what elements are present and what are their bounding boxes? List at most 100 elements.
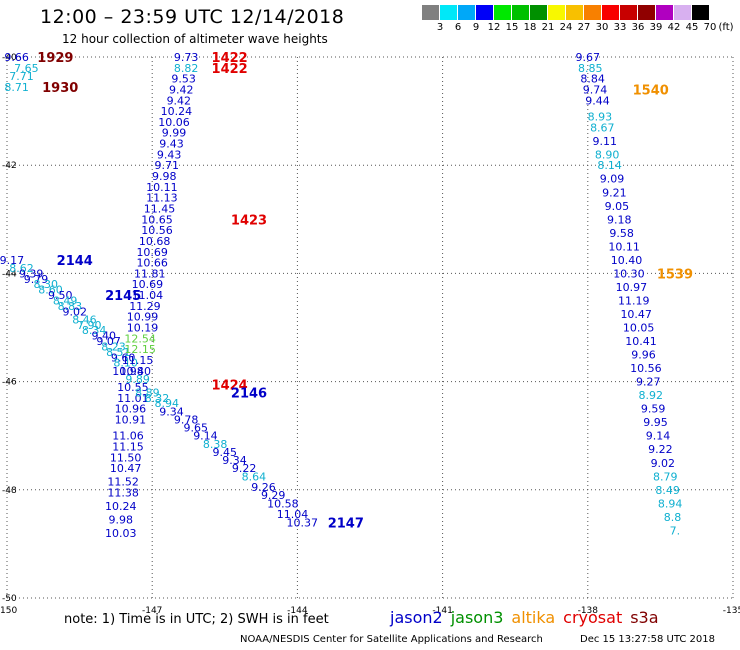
legend-label: 33 — [613, 22, 627, 33]
lat-tick-label: -48 — [2, 486, 17, 496]
satellite-altika: altika — [511, 608, 556, 627]
wave-height-value: 8.49 — [655, 484, 680, 497]
wave-height-value: 10.05 — [623, 322, 655, 335]
wave-height-value: 10.91 — [115, 413, 147, 426]
time-label: 2146 — [231, 386, 267, 401]
wave-height-value: 9.98 — [108, 514, 133, 527]
wave-height-value: 10.30 — [613, 267, 645, 280]
legend-swatch — [458, 5, 475, 20]
wave-height-value: 10.56 — [141, 224, 173, 237]
wave-height-value: 9.79 — [24, 273, 49, 286]
lat-tick-label: -46 — [2, 378, 17, 388]
wave-height-value: 8.32 — [145, 392, 170, 405]
legend-swatch — [692, 5, 709, 20]
wave-height-value: 11.29 — [129, 300, 161, 313]
lon-tick-label: -138 — [578, 606, 599, 616]
wave-height-value: 10.11 — [146, 181, 178, 194]
wave-height-value: 8.94 — [658, 497, 683, 510]
wave-height-value: 9.96 — [631, 349, 656, 362]
wave-height-value: 8.14 — [597, 159, 622, 172]
wave-height-value: 12.54 — [124, 332, 156, 345]
wave-height-value: 9.34 — [159, 405, 184, 418]
satellite-jason3: jason3 — [450, 608, 504, 627]
legend-label: 18 — [523, 22, 537, 33]
page-title: 12:00 – 23:59 UTC 12/14/2018 — [40, 6, 345, 28]
legend-label: 30 — [595, 22, 609, 33]
wave-height-value: 8.90 — [595, 148, 620, 161]
wave-height-value: 9.05 — [605, 200, 630, 213]
satellite-key: jason2 jason3 altika cryosat s3a — [390, 608, 667, 627]
lon-tick-label: -135 — [723, 606, 740, 616]
wave-height-value: 11.38 — [107, 487, 139, 500]
wave-height-value: 12.15 — [124, 343, 156, 356]
units-note: note: 1) Time is in UTC; 2) SWH is in fe… — [64, 612, 329, 627]
wave-height-value: 9.14 — [646, 430, 671, 443]
wave-height-value: 9.21 — [602, 186, 627, 199]
wave-height-value: 7. — [670, 524, 681, 537]
time-label: 1930 — [42, 81, 78, 96]
wave-height-value: 9.98 — [152, 170, 177, 183]
wave-height-value: 10.58 — [267, 497, 299, 510]
wave-height-value: 10.40 — [611, 254, 643, 267]
legend-label: 45 — [685, 22, 699, 33]
wave-height-value: 9.34 — [222, 454, 247, 467]
wave-height-value: 11.52 — [107, 476, 139, 489]
wave-height-value: 8.92 — [638, 389, 663, 402]
legend-swatch — [584, 5, 601, 20]
right-track: 9.678.858.849.749.44 8.938.679.118.908.14… — [576, 51, 683, 537]
wave-height-value: 9.89 — [125, 373, 150, 386]
wave-height-value: 7.90 — [77, 319, 102, 332]
wave-height-value: 8.34 — [82, 324, 107, 337]
wave-height-value: 9.74 — [583, 83, 608, 96]
wave-height-value: 9.60 — [111, 351, 136, 364]
wave-height-value: 8.38 — [203, 438, 228, 451]
legend-label: 27 — [577, 22, 591, 33]
wave-height-value: 10.55 — [117, 381, 149, 394]
wave-height-value: 9.07 — [96, 335, 121, 348]
wave-height-value: 10.99 — [127, 311, 159, 324]
wave-height-value: 10.69 — [132, 278, 164, 291]
wave-height-value: 8.93 — [588, 111, 613, 124]
legend-swatch — [512, 5, 529, 20]
wave-height-value: 11.50 — [110, 451, 142, 464]
wave-height-value: 8.82 — [174, 62, 199, 75]
legend-label: 36 — [631, 22, 645, 33]
wave-height-value: 10.03 — [105, 527, 137, 540]
wave-height-value: 9.95 — [643, 416, 668, 429]
wave-height-value: 10.68 — [139, 235, 171, 248]
wave-height-value: 11.19 — [618, 294, 650, 307]
wave-height-value: 8.46 — [72, 313, 97, 326]
wave-height-value: 9.18 — [607, 213, 632, 226]
footer-date: Dec 15 13:27:58 UTC 2018 — [580, 634, 715, 645]
wave-height-value: 10.98 — [112, 365, 144, 378]
time-label: 1929 — [37, 51, 73, 66]
wave-height-value: 8.60 — [38, 284, 63, 297]
legend-label: 21 — [541, 22, 555, 33]
wave-height-value: 8.49 — [53, 294, 78, 307]
wave-height-value: 10.24 — [161, 105, 193, 118]
legend-swatch — [440, 5, 457, 20]
time-label: 1422 — [212, 51, 248, 66]
wave-height-value: 8.89 — [135, 386, 160, 399]
lon-tick-label: -144 — [287, 606, 308, 616]
satellite-jason2: jason2 — [390, 608, 443, 627]
wave-height-value: 9.27 — [636, 376, 661, 389]
wave-height-value: 11.45 — [144, 202, 176, 215]
wave-height-value: 9.29 — [261, 489, 286, 502]
axis-labels: -150 -147 -144 -141 -138 -135 -40 -42 -44 -46 -48 -… — [0, 53, 740, 616]
wave-height-value: 9.17 — [0, 254, 24, 267]
wave-height-value: 11.01 — [117, 392, 149, 405]
time-label: 2147 — [328, 516, 364, 531]
wave-height-value: 9.22 — [648, 443, 673, 456]
time-label: 1423 — [231, 213, 267, 228]
legend-swatch — [638, 5, 655, 20]
wave-height-value: 7.71 — [9, 70, 34, 83]
time-label: 1539 — [657, 267, 693, 282]
wave-height-value: 8.51 — [106, 346, 131, 359]
wave-height-value: 10.41 — [625, 335, 657, 348]
graticule — [6, 56, 734, 599]
left-track: 9.667.657.718.71 9.178.629.399.798.308.60… — [0, 51, 144, 378]
wave-height-value: 9.53 — [171, 73, 196, 86]
